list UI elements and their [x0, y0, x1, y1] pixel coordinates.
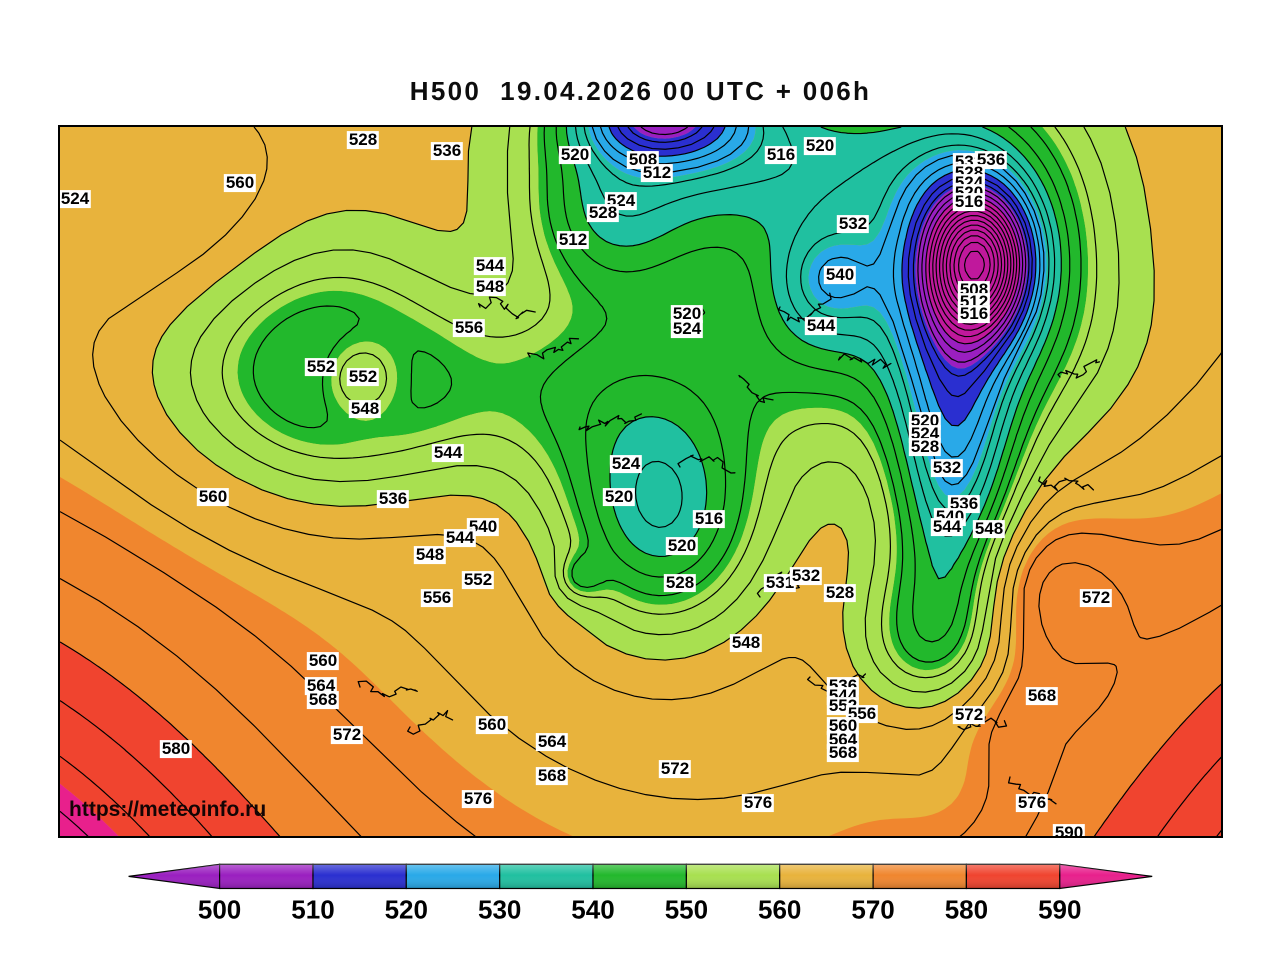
svg-text:590: 590 — [1038, 895, 1081, 925]
svg-text:520: 520 — [385, 895, 428, 925]
svg-text:530: 530 — [478, 895, 521, 925]
svg-text:510: 510 — [291, 895, 334, 925]
svg-text:500: 500 — [198, 895, 241, 925]
svg-text:560: 560 — [758, 895, 801, 925]
svg-text:580: 580 — [945, 895, 988, 925]
svg-text:550: 550 — [665, 895, 708, 925]
svg-text:540: 540 — [571, 895, 614, 925]
svg-text:570: 570 — [851, 895, 894, 925]
